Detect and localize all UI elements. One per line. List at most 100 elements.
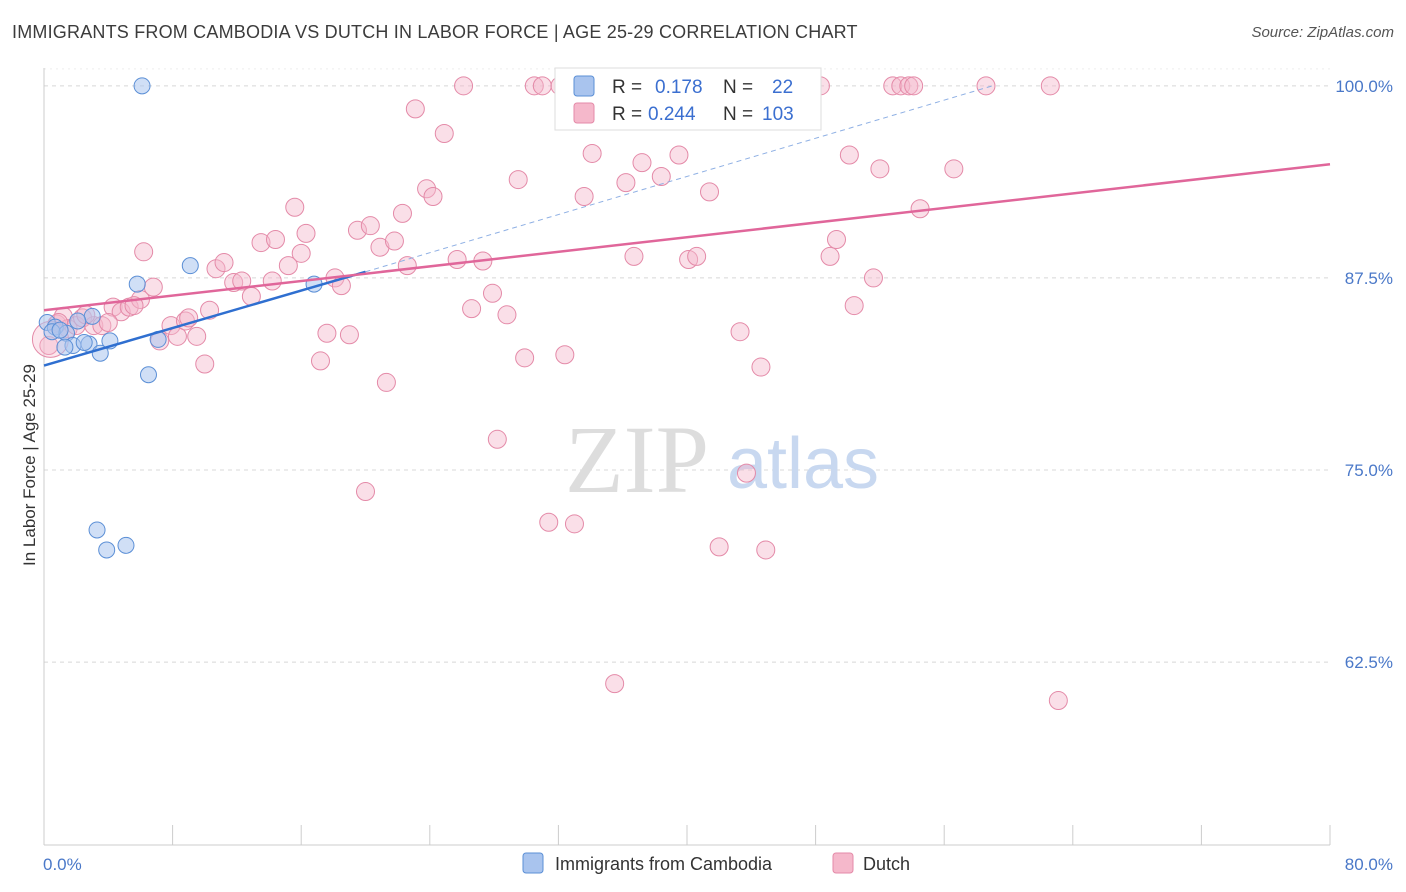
dutch-point-78 (730, 322, 750, 342)
dutch-point-52 (462, 299, 482, 319)
y-tick-label-0: 62.5% (1345, 653, 1393, 672)
dutch-point-45 (397, 256, 417, 276)
dutch-point-46 (405, 99, 425, 119)
dutch-point-42 (376, 372, 396, 392)
dutch-point-94 (904, 76, 924, 96)
dutch-point-63 (555, 345, 575, 365)
dutch-point-73 (669, 145, 689, 165)
dutch-point-96 (944, 159, 964, 179)
dutch-point-48 (423, 186, 443, 206)
legend-r-label-2: R = (612, 104, 642, 125)
y-tick-label-1: 75.0% (1345, 461, 1393, 480)
legend-n-label-1: N = (723, 77, 753, 98)
watermark-zip: ZIP (565, 406, 709, 513)
correlation-legend: R = 0.178 N = 22 R = 0.244 N = 103 (554, 67, 822, 131)
dutch-point-61 (539, 512, 559, 532)
legend-box (554, 67, 822, 131)
legend-swatch-cambodia (573, 75, 595, 97)
dutch-point-57 (508, 170, 528, 190)
cambodia-point-8 (128, 275, 146, 293)
bottom-legend-label-dutch: Dutch (863, 854, 910, 874)
cambodia-point-19 (69, 312, 87, 330)
legend-r-value-1: 0.178 (655, 77, 703, 98)
bottom-legend-label-cambodia: Immigrants from Cambodia (555, 854, 773, 874)
dutch-trend-line (43, 162, 1331, 312)
dutch-point-18 (187, 326, 207, 346)
dutch-point-79 (736, 463, 756, 483)
dutch-point-93 (899, 76, 919, 96)
dutch-point-19 (195, 354, 215, 374)
dutch-point-99 (1048, 691, 1068, 711)
x-tick-min: 0.0% (43, 855, 82, 874)
dutch-point-24 (232, 271, 252, 291)
cambodia-point-9 (133, 77, 151, 95)
dutch-point-43 (384, 231, 404, 251)
dutch-point-29 (278, 256, 298, 276)
axes (43, 68, 1331, 846)
bottom-legend-swatch-cambodia (522, 852, 544, 874)
dutch-point-97 (976, 76, 996, 96)
cambodia-trend-extension (365, 85, 993, 273)
dutch-point-98 (1040, 76, 1060, 96)
dutch-point-76 (700, 182, 720, 202)
cambodia-point-16 (98, 541, 116, 559)
dutch-point-31 (291, 243, 311, 263)
legend-r-value-2: 0.244 (648, 104, 696, 125)
dutch-point-69 (616, 173, 636, 193)
dutch-point-88 (844, 296, 864, 316)
dutch-point-28 (265, 230, 285, 250)
dutch-point-34 (317, 323, 337, 343)
chart-title: IMMIGRANTS FROM CAMBODIA VS DUTCH IN LAB… (12, 22, 858, 42)
cambodia-point-20 (51, 321, 69, 339)
dutch-point-87 (839, 145, 859, 165)
dutch-point-26 (251, 233, 271, 253)
cambodia-point-21 (75, 333, 93, 351)
dutch-point-89 (863, 268, 883, 288)
watermark: ZIP atlas (565, 406, 879, 513)
dutch-point-58 (515, 348, 535, 368)
dutch-point-37 (339, 325, 359, 345)
bottom-legend-swatch-dutch (832, 852, 854, 874)
y-tick-label-3: 100.0% (1335, 77, 1393, 96)
source-label: Source: ZipAtlas.com (1251, 24, 1394, 41)
y-tick-labels: 62.5% 75.0% 87.5% 100.0% (1335, 77, 1393, 672)
trend-lines (43, 85, 1331, 367)
cambodia-trend-line (43, 270, 366, 367)
y-axis-label: In Labor Force | Age 25-29 (20, 364, 39, 566)
cambodia-points (38, 77, 323, 559)
dutch-point-64 (564, 514, 584, 534)
dutch-point-86 (826, 230, 846, 250)
dutch-point-72 (651, 167, 671, 187)
dutch-point-47 (417, 179, 437, 199)
y-tick-label-2: 87.5% (1345, 269, 1393, 288)
legend-swatch-dutch (573, 102, 595, 124)
watermark-atlas: atlas (727, 424, 879, 504)
dutch-point-12 (134, 242, 154, 262)
dutch-point-41 (370, 237, 390, 257)
series-legend: Immigrants from Cambodia Dutch (522, 852, 910, 874)
dutch-point-70 (624, 246, 644, 266)
cambodia-point-12 (181, 257, 199, 275)
dutch-point-81 (756, 540, 776, 560)
dutch-points (31, 76, 1068, 711)
dutch-point-51 (454, 76, 474, 96)
dutch-point-77 (709, 537, 729, 557)
dutch-point-80 (751, 357, 771, 377)
dutch-point-38 (347, 220, 367, 240)
dutch-point-13 (143, 277, 163, 297)
dutch-point-49 (434, 123, 454, 143)
dutch-point-39 (356, 482, 375, 502)
dutch-point-104 (98, 312, 118, 332)
dutch-point-33 (310, 351, 330, 371)
dutch-point-66 (582, 143, 602, 163)
cambodia-point-15 (88, 521, 106, 539)
cambodia-point-17 (117, 536, 135, 554)
dutch-point-56 (497, 305, 517, 325)
dutch-point-30 (285, 197, 305, 217)
dutch-point-27 (262, 271, 282, 291)
legend-r-label-1: R = (612, 77, 642, 98)
legend-n-label-2: N = (723, 104, 753, 125)
legend-n-value-2: 103 (762, 104, 794, 125)
dutch-point-59 (524, 76, 544, 96)
x-tick-max: 80.0% (1345, 855, 1393, 874)
